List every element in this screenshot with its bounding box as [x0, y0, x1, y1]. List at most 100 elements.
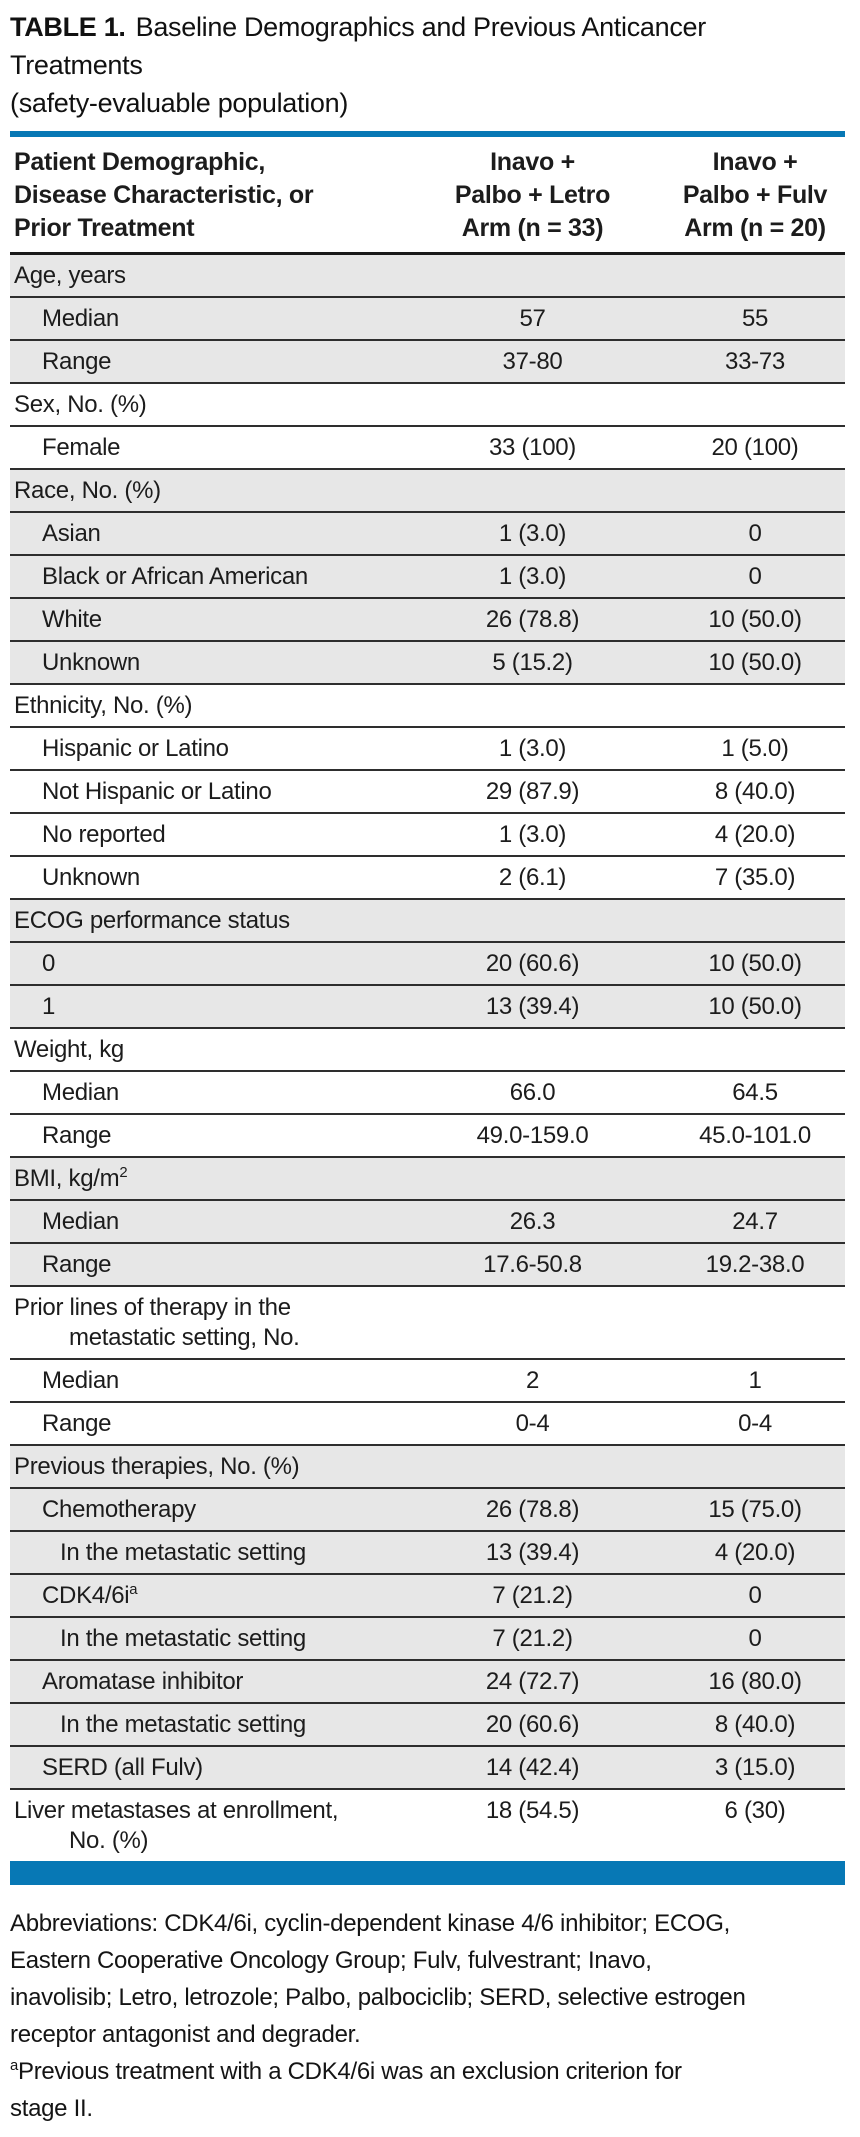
table-title-line2: (safety-evaluable population): [10, 88, 349, 118]
fulv-arm-value: 0: [748, 1624, 762, 1652]
letro-arm-value: 14 (42.4): [485, 1753, 580, 1781]
row-label-cell: Aromatase inhibitor: [10, 1662, 400, 1702]
row-label: White: [42, 605, 102, 633]
row-label: Median: [42, 1078, 119, 1106]
letro-arm-value: 1 (3.0): [498, 734, 567, 762]
fulv-arm-value: 0-4: [738, 1409, 772, 1437]
table-row: Median 57 55: [10, 298, 845, 341]
table-title: TABLE 1. Baseline Demographics and Previo…: [10, 8, 845, 122]
row-label: Age, years: [14, 261, 126, 289]
letro-arm-value: 20 (60.6): [485, 1710, 580, 1738]
row-label-cell: Unknown: [10, 643, 400, 683]
row-label: ECOG performance status: [14, 906, 290, 934]
fulv-arm-value: 4 (20.0): [714, 820, 796, 848]
letro-arm-value: 57: [519, 304, 546, 332]
column-header-characteristic: Patient Demographic, Disease Characteris…: [14, 148, 314, 242]
table-row: In the metastatic setting 20 (60.6) 8 (4…: [10, 1704, 845, 1747]
fulv-arm-value: 4 (20.0): [714, 1538, 796, 1566]
row-label: Sex, No. (%): [14, 390, 147, 418]
row-label: Aromatase inhibitor: [42, 1667, 244, 1695]
letro-arm-value: [400, 1287, 665, 1293]
table-row: Ethnicity, No. (%): [10, 685, 845, 728]
fulv-arm-value: 55: [741, 304, 769, 332]
fulv-arm-value: 8 (40.0): [714, 1710, 796, 1738]
table-row: Median 2 1: [10, 1360, 845, 1403]
fulv-arm-value: 1 (5.0): [721, 734, 789, 762]
letro-arm-value: 29 (87.9): [485, 777, 580, 805]
row-label-cell: Median: [10, 1361, 400, 1401]
row-label-cell: White: [10, 600, 400, 640]
letro-arm-value: 0-4: [515, 1409, 550, 1437]
table-row: Not Hispanic or Latino 29 (87.9) 8 (40.0…: [10, 771, 845, 814]
table-bottom-rule: [10, 1861, 845, 1885]
fulv-arm-value: 64.5: [732, 1078, 778, 1106]
table-row: BMI, kg/m2: [10, 1158, 845, 1201]
fulv-arm-value: 16 (80.0): [708, 1667, 802, 1695]
row-label: SERD (all Fulv): [42, 1753, 203, 1781]
table-row: Median 66.0 64.5: [10, 1072, 845, 1115]
table-row: Range 49.0-159.0 45.0-101.0: [10, 1115, 845, 1158]
row-label: Weight, kg: [14, 1035, 124, 1063]
row-label: CDK4/6ia: [42, 1581, 138, 1609]
letro-arm-value: 33 (100): [489, 433, 576, 461]
row-label-cell: Range: [10, 1116, 400, 1156]
table-row: CDK4/6ia 7 (21.2) 0: [10, 1575, 845, 1618]
letro-arm-value: 7 (21.2): [492, 1624, 573, 1652]
fulv-arm-value: 0: [748, 562, 762, 590]
letro-arm-value: 2: [525, 1366, 540, 1394]
row-label-cell: Hispanic or Latino: [10, 729, 400, 769]
row-label-cell: Chemotherapy: [10, 1490, 400, 1530]
fulv-arm-value: 10 (50.0): [708, 949, 802, 977]
footnote-a-text: Previous treatment with a CDK4/6i was an…: [10, 2058, 682, 2122]
row-label-cell: Not Hispanic or Latino: [10, 772, 400, 812]
row-label: BMI, kg/m2: [14, 1164, 128, 1192]
row-label-cell: Median: [10, 1073, 400, 1113]
row-label-cell: Female: [10, 428, 400, 468]
letro-arm-value: 2 (6.1): [498, 863, 567, 891]
fulv-arm-value: 0: [748, 519, 762, 547]
letro-arm-value: 7 (21.2): [492, 1581, 573, 1609]
row-label: Hispanic or Latino: [42, 734, 229, 762]
row-label: Asian: [42, 519, 101, 547]
superscript-marker: a: [129, 1581, 138, 1598]
row-label-cell: In the metastatic setting: [10, 1619, 400, 1659]
row-label: Prior lines of therapy in the: [14, 1294, 291, 1321]
footnote-a-marker: a: [10, 2058, 18, 2074]
row-label-cell: Unknown: [10, 858, 400, 898]
table-row: Liver metastases at enrollment, No. (%) …: [10, 1790, 845, 1861]
table-row: Sex, No. (%): [10, 384, 845, 427]
letro-arm-value: 1 (3.0): [498, 519, 567, 547]
letro-arm-value: 5 (15.2): [492, 648, 573, 676]
letro-arm-value: 13 (39.4): [485, 992, 580, 1020]
fulv-arm-value: 10 (50.0): [708, 648, 802, 676]
row-label: Range: [42, 1409, 112, 1437]
row-label-cell: Asian: [10, 514, 400, 554]
letro-arm-value: 17.6-50.8: [483, 1250, 582, 1278]
row-label-cell: Range: [10, 1404, 400, 1444]
row-label-cell: Sex, No. (%): [10, 385, 400, 425]
fulv-arm-value: 1: [748, 1366, 762, 1394]
abbreviations-note: Abbreviations: CDK4/6i, cyclin-dependent…: [10, 1910, 746, 2048]
row-label-cell: Black or African American: [10, 557, 400, 597]
table-row: Weight, kg: [10, 1029, 845, 1072]
table-footnotes: Abbreviations: CDK4/6i, cyclin-dependent…: [10, 1905, 845, 2127]
table-row: Range 17.6-50.8 19.2-38.0: [10, 1244, 845, 1287]
table-row: ECOG performance status: [10, 900, 845, 943]
fulv-arm-value: [665, 1287, 845, 1293]
table-row: Female 33 (100) 20 (100): [10, 427, 845, 470]
row-label-wrap: metastatic setting, No.: [69, 1324, 300, 1351]
row-label-cell: BMI, kg/m2: [10, 1159, 400, 1199]
column-header-fulv-arm: Inavo + Palbo + Fulv Arm (n = 20): [682, 148, 828, 242]
letro-arm-value: 1 (3.0): [498, 562, 567, 590]
row-label-cell: Prior lines of therapy in the metastatic…: [10, 1287, 400, 1358]
fulv-arm-value: 45.0-101.0: [699, 1121, 811, 1149]
table-body: Age, years Median 57 55 Range 37-80 33-7…: [10, 255, 845, 1861]
row-label-cell: Ethnicity, No. (%): [10, 686, 400, 726]
fulv-arm-value: 7 (35.0): [714, 863, 796, 891]
letro-arm-value: 37-80: [502, 347, 563, 375]
row-label-cell: 0: [10, 944, 400, 984]
table-row: In the metastatic setting 7 (21.2) 0: [10, 1618, 845, 1661]
letro-arm-value: 18 (54.5): [485, 1797, 580, 1824]
fulv-arm-value: 8 (40.0): [714, 777, 796, 805]
